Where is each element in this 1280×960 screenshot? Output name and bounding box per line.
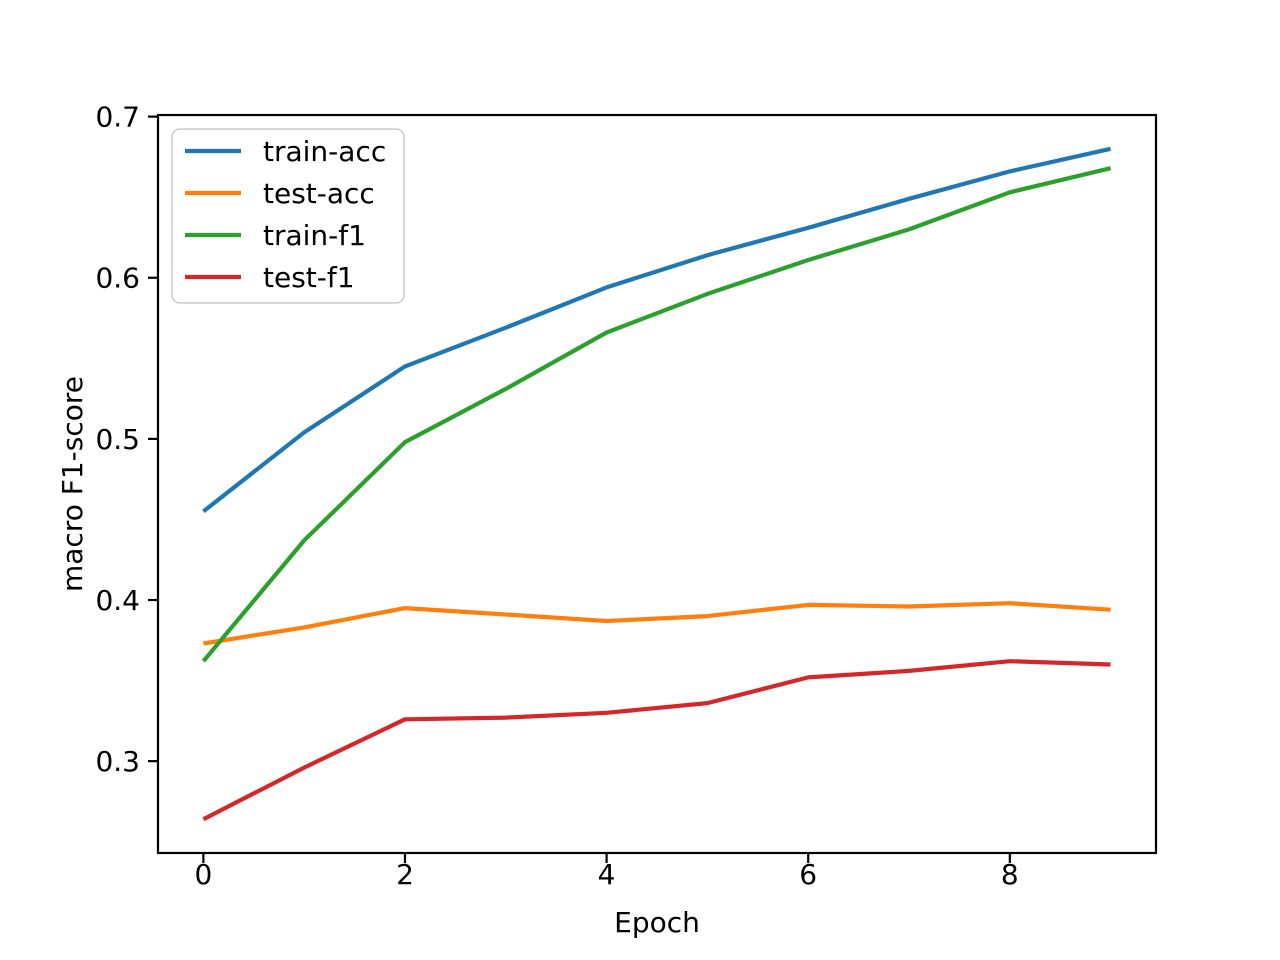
legend-box	[171, 128, 405, 304]
y-tick-label: 0.6	[95, 262, 140, 295]
x-tick-label: 4	[598, 858, 616, 891]
legend: train-acc test-acc train-f1 test-f1	[171, 128, 405, 304]
axes-frame	[156, 113, 1158, 855]
legend-item-test-f1: test-f1	[185, 261, 355, 294]
x-axis-title: Epoch	[614, 906, 700, 939]
line-train-f1	[201, 166, 1112, 663]
legend-label: test-acc	[263, 177, 375, 210]
x-tick-label: 2	[396, 858, 414, 891]
legend-label: test-f1	[263, 261, 355, 294]
y-tick-label: 0.3	[95, 745, 140, 778]
y-axis: 0.3 0.4 0.5 0.6 0.7	[95, 101, 158, 778]
y-tick-label: 0.7	[95, 101, 140, 134]
line-test-f1	[202, 659, 1111, 822]
legend-item-train-acc: train-acc	[185, 135, 386, 168]
y-axis-title: macro F1-score	[56, 376, 89, 592]
line-test-acc	[203, 601, 1111, 646]
legend-label: train-acc	[263, 135, 386, 168]
x-axis: 0 2 4 6 8	[194, 853, 1019, 891]
series-lines	[201, 146, 1112, 822]
x-tick-label: 0	[194, 858, 212, 891]
y-tick-label: 0.5	[95, 423, 140, 456]
legend-item-train-f1: train-f1	[185, 219, 366, 252]
x-tick-label: 6	[799, 858, 817, 891]
legend-item-test-acc: test-acc	[185, 177, 375, 210]
x-tick-label: 8	[1001, 858, 1019, 891]
legend-label: train-f1	[263, 219, 366, 252]
line-train-acc	[202, 146, 1112, 514]
y-tick-label: 0.4	[95, 584, 140, 617]
